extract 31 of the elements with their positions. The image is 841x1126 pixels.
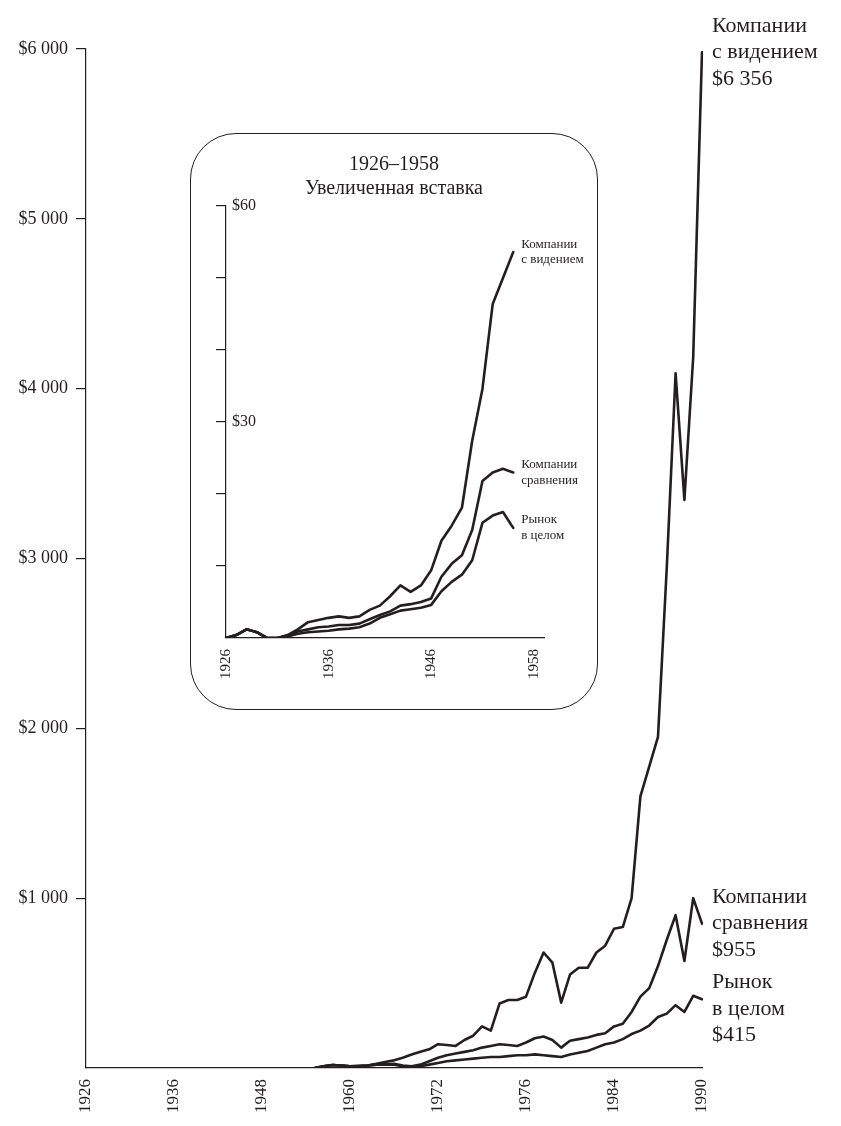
x-tick-label: 1990 <box>691 1079 711 1113</box>
series-label: Рынок в целом <box>521 511 565 543</box>
text: $415 <box>712 1021 756 1047</box>
series-label: Компании сравнения <box>521 456 579 487</box>
y-tick-label: $6 000 <box>18 37 68 58</box>
y-tick-label: $60 <box>232 196 256 214</box>
x-tick-label: 1958 <box>524 649 541 679</box>
y-tick-label: $30 <box>232 412 256 430</box>
x-tick-label: 1984 <box>603 1078 623 1113</box>
series-label: Компании сравнения <box>712 883 809 935</box>
y-tick-label: $2 000 <box>18 717 68 738</box>
text: $6 356 <box>712 64 773 90</box>
series-label: Компании с видением <box>712 11 818 64</box>
x-tick-label: 1936 <box>163 1079 183 1113</box>
chart-title: 1926–1958 <box>348 151 440 175</box>
x-tick-label: 1972 <box>427 1079 447 1113</box>
x-tick-label: 1948 <box>251 1079 271 1113</box>
x-tick-label: 1960 <box>339 1079 359 1113</box>
x-tick-label: 1926 <box>75 1079 95 1113</box>
text: $955 <box>712 935 756 961</box>
series-label: Рынок в целом <box>712 968 785 1020</box>
x-tick-label: 1926 <box>216 648 233 679</box>
chart-subtitle: Увеличенная вставка <box>304 176 483 198</box>
y-tick-label: $5 000 <box>18 207 68 228</box>
x-tick-label: 1976 <box>515 1079 535 1113</box>
x-tick-label: 1936 <box>319 648 336 679</box>
series-label: Компании с видением <box>521 235 584 267</box>
y-tick-label: $4 000 <box>18 377 68 398</box>
y-tick-label: $3 000 <box>18 547 68 568</box>
x-tick-label: 1946 <box>422 648 439 679</box>
y-tick-label: $1 000 <box>18 886 68 907</box>
